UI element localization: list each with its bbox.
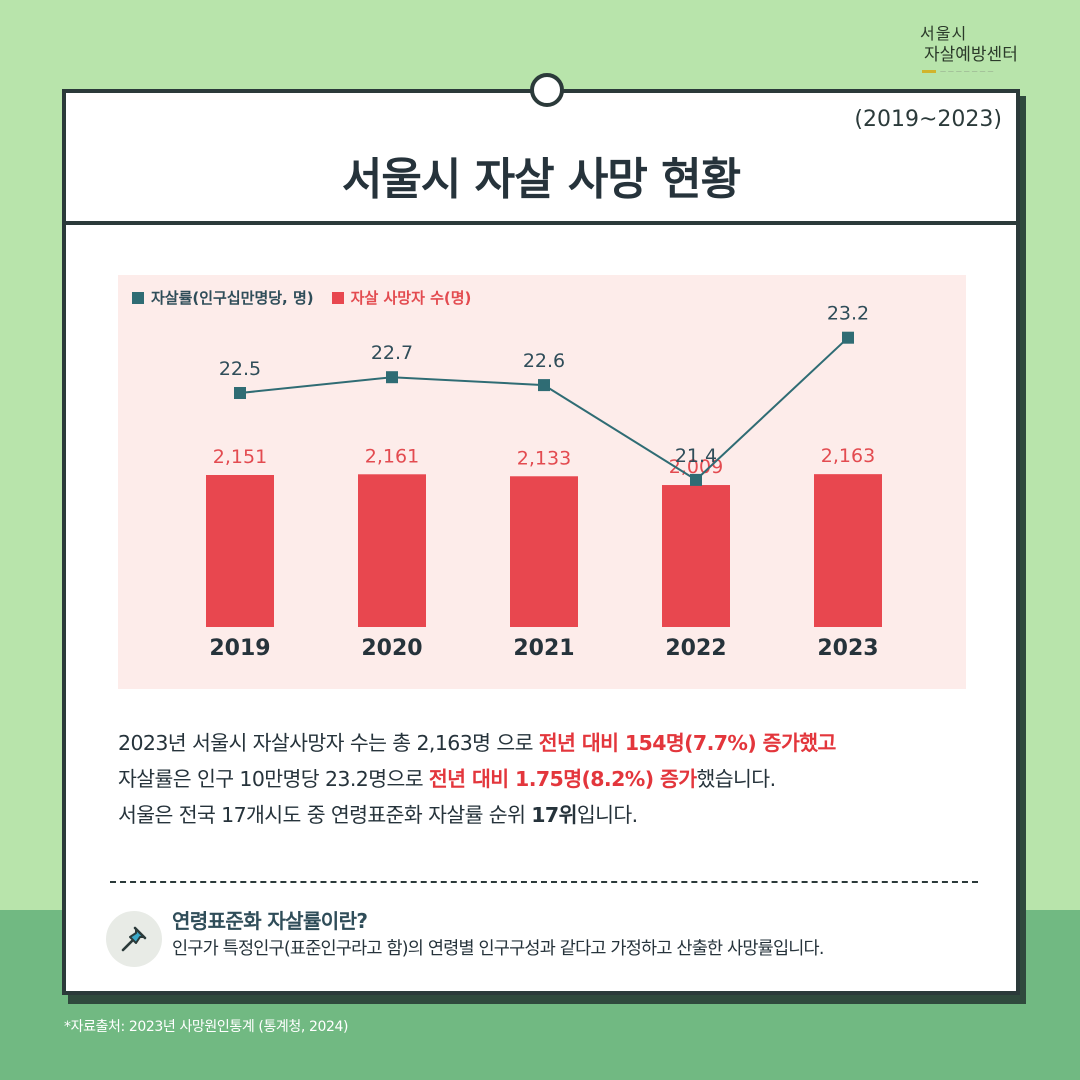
description: 2023년 서울시 자살사망자 수는 총 2,163명 으로 전년 대비 154… (118, 725, 998, 833)
bar-label-2023: 2,163 (821, 445, 875, 467)
legend-item-deaths: 자살 사망자 수(명) (331, 287, 472, 308)
legend-swatch-deaths (331, 291, 344, 304)
date-range: (2019~2023) (854, 107, 1002, 132)
page-title: 서울시 자살 사망 현황 (341, 154, 741, 205)
x-tick-2023: 2023 (817, 636, 878, 661)
bar-2023 (814, 474, 882, 627)
x-tick-2020: 2020 (361, 636, 422, 661)
rate-label-2022: 21.4 (675, 445, 717, 467)
desc-1b-highlight: 전년 대비 154명(7.7%) 증가했고 (538, 731, 837, 755)
combo-chart: 2,15120192,16120202,13320212,00920222,16… (206, 303, 882, 661)
x-tick-2021: 2021 (513, 636, 574, 661)
rate-point-2022 (690, 473, 702, 486)
header-divider (66, 221, 1016, 225)
rate-point-2020 (386, 371, 398, 384)
desc-2c: 했습니다. (696, 767, 777, 791)
bar-label-2020: 2,161 (365, 445, 419, 467)
rate-point-2021 (538, 379, 550, 392)
bar-label-2019: 2,151 (213, 446, 267, 468)
source-note: *자료출처: 2023년 사망원인통계 (통계청, 2024) (64, 1019, 349, 1035)
description-line-2: 자살률은 인구 10만명당 23.2명으로 전년 대비 1.75명(8.2%) … (118, 761, 998, 797)
description-line-3: 서울은 전국 17개시도 중 연령표준화 자살률 순위 17위입니다. (118, 797, 998, 833)
rate-label-2023: 23.2 (827, 303, 869, 325)
info-card: (2019~2023) 서울시 자살 사망 현황 자살률(인구십만명당, 명) … (62, 73, 1020, 995)
logo-line-2: 자살예방센터 (924, 45, 1018, 65)
desc-2b-highlight: 전년 대비 1.75명(8.2%) 증가 (428, 767, 697, 791)
ring-hanger-icon (530, 73, 564, 107)
rate-point-2019 (234, 387, 246, 399)
rate-label-2020: 22.7 (371, 342, 413, 364)
desc-1a: 2023년 서울시 자살사망자 수는 총 2,163명 으로 (118, 731, 539, 755)
logo: 서울시 자살예방센터 — — — — — — — (920, 20, 1040, 82)
description-line-1: 2023년 서울시 자살사망자 수는 총 2,163명 으로 전년 대비 154… (118, 725, 998, 761)
logo-accent-bar (922, 70, 936, 73)
desc-3b-bold: 17위 (531, 803, 577, 827)
legend-swatch-rate (132, 291, 144, 304)
desc-3c: 입니다. (576, 803, 638, 827)
legend-item-rate: 자살률(인구십만명당, 명) (132, 287, 314, 308)
info-title: 연령표준화 자살률이란? (172, 909, 368, 933)
logo-subtext: — — — — — — — (940, 68, 994, 75)
bar-2022 (662, 485, 730, 627)
bar-2019 (206, 475, 274, 627)
rate-label-2019: 22.5 (219, 358, 261, 380)
rate-point-2023 (842, 331, 854, 344)
chart-legend: 자살률(인구십만명당, 명) 자살 사망자 수(명) (132, 287, 471, 308)
legend-label-rate: 자살률(인구십만명당, 명) (151, 289, 314, 307)
bar-2020 (358, 474, 426, 627)
bar-label-2021: 2,133 (517, 447, 571, 469)
info-body: 인구가 특정인구(표준인구라고 함)의 연령별 인구구성과 같다고 가정하고 산… (172, 939, 824, 959)
desc-2a: 자살률은 인구 10만명당 23.2명으로 (118, 767, 429, 791)
desc-3a: 서울은 전국 17개시도 중 연령표준화 자살률 순위 (118, 803, 532, 827)
logo-line-1: 서울시 (920, 24, 968, 43)
chart-panel: 자살률(인구십만명당, 명) 자살 사망자 수(명) 2,151 2019 2,16… (118, 275, 966, 689)
x-tick-2022: 2022 (665, 636, 726, 661)
bar-2021 (510, 476, 578, 627)
pin-icon (121, 926, 147, 952)
legend-label-deaths: 자살 사망자 수(명) (350, 289, 472, 307)
dashed-divider (110, 881, 978, 883)
rate-label-2021: 22.6 (523, 350, 565, 372)
pin-badge (106, 911, 162, 967)
x-tick-2019: 2019 (209, 636, 270, 661)
